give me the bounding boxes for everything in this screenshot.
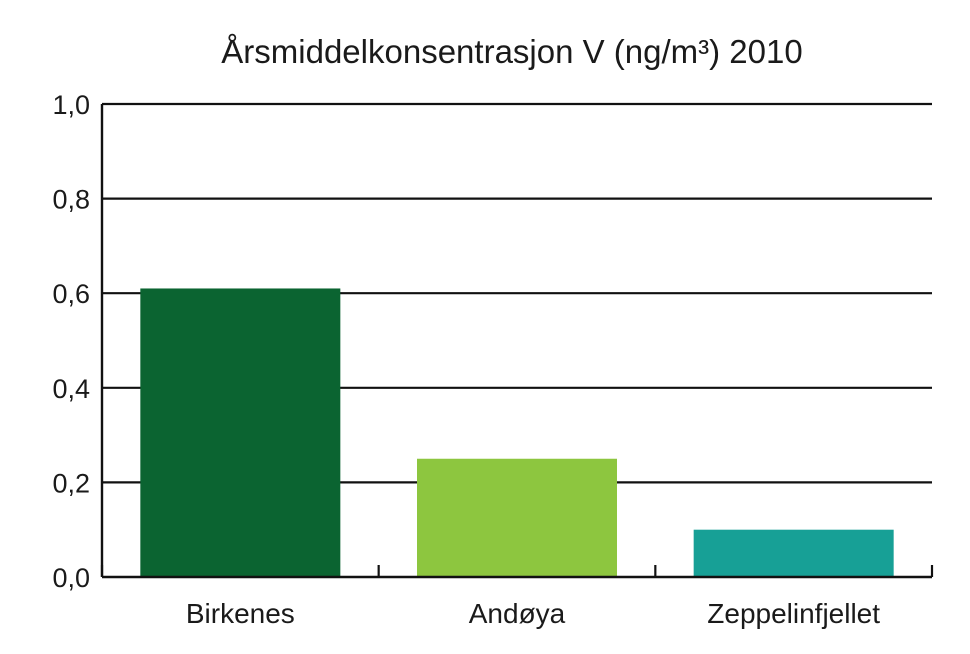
x-category-labels: Birkenes Andøya Zeppelinfjellet (186, 598, 880, 629)
bar (140, 288, 341, 577)
y-tick-label: 0,0 (52, 563, 90, 593)
x-category-label: Andøya (469, 598, 566, 629)
bar (417, 458, 617, 577)
bars (140, 288, 894, 577)
y-tick-label: 0,2 (52, 468, 90, 498)
y-tick-label: 0,8 (52, 185, 90, 215)
y-tick-label: 0,4 (52, 374, 90, 404)
x-category-label: Birkenes (186, 598, 295, 629)
axes (100, 104, 934, 579)
y-tick-label: 0,6 (52, 279, 90, 309)
x-category-label: Zeppelinfjellet (707, 598, 880, 629)
chart-title: Årsmiddelkonsentrasjon V (ng/m³) 2010 (221, 33, 802, 70)
bar (693, 529, 894, 577)
y-tick-label: 1,0 (52, 90, 90, 120)
y-tick-labels: 0,0 0,2 0,4 0,6 0,8 1,0 (52, 90, 90, 593)
